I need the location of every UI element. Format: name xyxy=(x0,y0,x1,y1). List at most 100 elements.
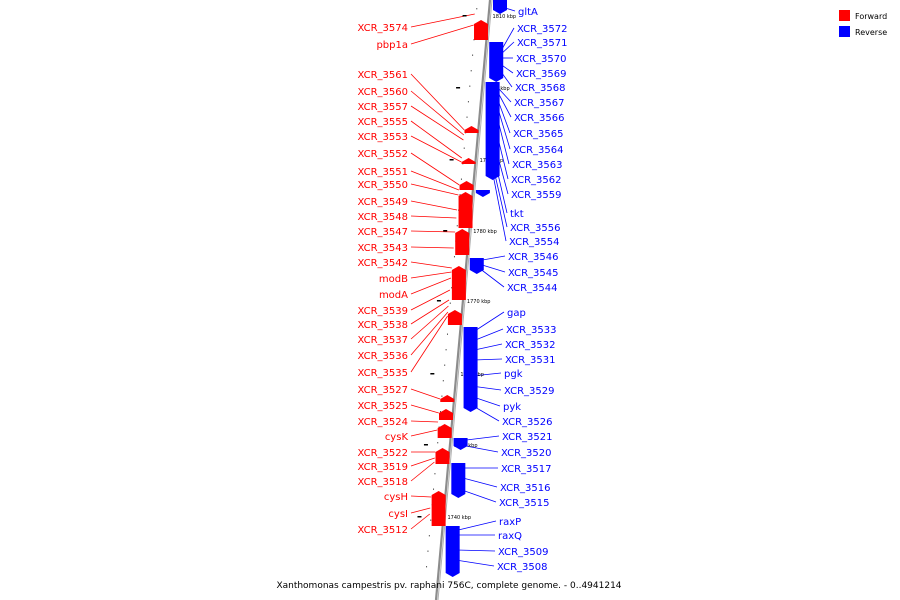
scale-dot xyxy=(463,147,465,149)
label-connector xyxy=(410,507,431,514)
label-connector xyxy=(410,105,464,141)
forward-gene-label: XCR_3542 xyxy=(357,258,408,269)
reverse-gene-label: gap xyxy=(507,308,526,319)
forward-gene-label: XCR_3560 xyxy=(357,87,408,98)
label-connector xyxy=(462,477,498,488)
reverse-gene-label: XCR_3554 xyxy=(509,237,560,248)
forward-gene-block xyxy=(439,409,454,420)
reverse-gene-label: XCR_3556 xyxy=(510,223,561,234)
reverse-gene-block xyxy=(453,438,468,450)
tick-mark xyxy=(436,300,441,302)
scale-dot xyxy=(427,550,429,552)
label-connector xyxy=(473,358,503,361)
forward-gene-block xyxy=(464,126,479,133)
label-connector xyxy=(410,90,465,136)
reverse-gene-label: XCR_3532 xyxy=(505,340,556,351)
tick-mark xyxy=(456,87,461,89)
reverse-gene-label: XCR_3568 xyxy=(515,83,566,94)
reverse-gene-block xyxy=(445,526,460,577)
label-connector xyxy=(474,343,503,351)
label-connector xyxy=(501,27,515,51)
reverse-gene-block xyxy=(451,463,466,498)
reverse-gene-block xyxy=(475,190,490,197)
forward-legend-swatch xyxy=(839,10,850,21)
label-connector xyxy=(476,311,505,331)
tick-mark xyxy=(443,230,448,232)
label-connector xyxy=(410,215,457,219)
label-connector xyxy=(410,299,450,325)
label-connector xyxy=(410,183,459,196)
label-connector xyxy=(465,445,499,453)
reverse-gene-label: XCR_3565 xyxy=(513,129,564,140)
reverse-gene-label: raxQ xyxy=(498,531,522,542)
label-connector xyxy=(461,489,497,503)
reverse-gene-label: XCR_3520 xyxy=(501,448,552,459)
label-connector xyxy=(475,328,504,341)
tick-mark xyxy=(430,373,435,375)
forward-gene-label: cysI xyxy=(388,509,408,520)
forward-gene-block xyxy=(474,20,489,40)
tick-mark xyxy=(462,15,467,17)
scale-dot xyxy=(426,566,428,568)
reverse-gene-label: XCR_3509 xyxy=(498,547,549,558)
label-connector xyxy=(410,261,452,269)
label-connector xyxy=(410,404,439,414)
reverse-gene-label: XCR_3531 xyxy=(505,355,556,366)
scale-dot xyxy=(442,380,444,382)
reverse-gene-label: XCR_3508 xyxy=(497,562,548,573)
forward-gene-block xyxy=(461,158,476,164)
label-connector xyxy=(410,230,456,233)
forward-gene-block xyxy=(437,424,452,438)
forward-gene-label: XCR_3548 xyxy=(357,212,408,223)
reverse-gene-label: gltA xyxy=(518,7,538,18)
scale-dot xyxy=(430,519,432,521)
label-connector xyxy=(410,420,439,423)
reverse-gene-label: XCR_3564 xyxy=(513,145,564,156)
reverse-gene-label: XCR_3559 xyxy=(511,190,562,201)
reverse-gene-label: XCR_3526 xyxy=(502,417,553,428)
label-connector xyxy=(410,495,432,498)
scale-dot xyxy=(472,54,474,56)
scale-dot xyxy=(434,473,436,475)
label-connector xyxy=(455,559,495,567)
reverse-gene-label: XCR_3567 xyxy=(514,98,565,109)
tick-mark xyxy=(449,159,454,161)
forward-gene-block xyxy=(451,266,466,300)
tick-mark xyxy=(423,444,428,446)
scale-dot xyxy=(445,349,447,351)
scale-dot xyxy=(440,411,442,413)
scale-dot xyxy=(460,178,462,180)
tick-mark xyxy=(417,516,422,518)
reverse-gene-label: pgk xyxy=(504,369,523,380)
label-connector xyxy=(410,152,460,186)
scale-tick-label: 1780 kbp xyxy=(473,229,497,235)
reverse-gene-label: XCR_3545 xyxy=(508,268,559,279)
scale-dot xyxy=(466,116,468,118)
reverse-gene-label: XCR_3515 xyxy=(499,498,550,509)
forward-gene-block xyxy=(435,448,450,464)
label-connector xyxy=(410,271,452,279)
scale-dot xyxy=(444,364,446,366)
forward-gene-block xyxy=(447,310,462,325)
label-connector xyxy=(410,461,435,482)
forward-gene-label: pbp1a xyxy=(376,40,408,51)
scale-tick-label: 1770 kbp xyxy=(467,299,491,305)
label-connector xyxy=(497,91,512,118)
scale-dot xyxy=(428,535,430,537)
scale-dot xyxy=(476,8,478,10)
label-connector xyxy=(410,120,463,159)
reverse-legend-swatch xyxy=(839,26,850,37)
reverse-gene-label: XCR_3569 xyxy=(516,69,567,80)
forward-gene-label: XCR_3519 xyxy=(357,462,408,473)
forward-gene-label: XCR_3552 xyxy=(357,149,408,160)
scale-dot xyxy=(459,194,461,196)
scale-dot xyxy=(473,39,475,41)
label-connector xyxy=(410,73,465,131)
gene-labels: XCR_3574 pbp1a XCR_3561 XCR_3560 XCR_3557 XCR… xyxy=(357,7,567,573)
scale-dot xyxy=(437,442,439,444)
scale-tick-label: 1810 kbp xyxy=(493,14,517,20)
forward-gene-label: XCR_3539 xyxy=(357,306,408,317)
reverse-gene-label: XCR_3562 xyxy=(511,175,562,186)
reverse-gene-block xyxy=(493,0,507,14)
forward-gene-label: modB xyxy=(379,274,408,285)
